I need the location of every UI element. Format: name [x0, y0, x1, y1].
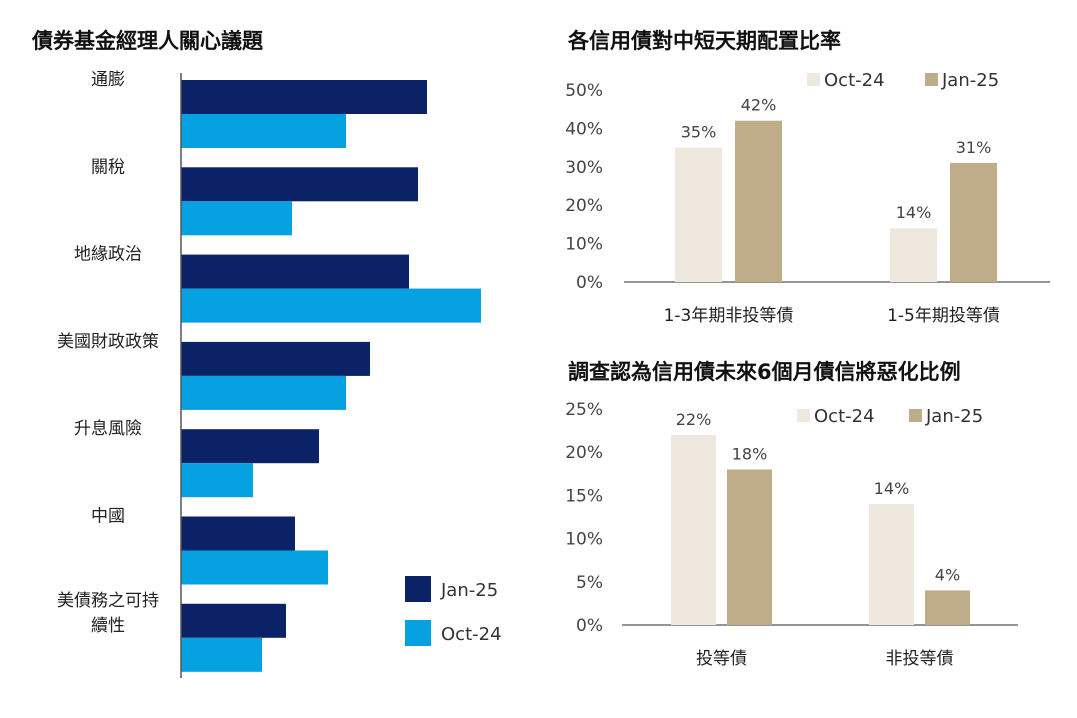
- category-label: 美債務之可持續性: [57, 591, 159, 636]
- category-label: 關稅: [91, 157, 125, 177]
- legend-label-jan25: Jan-25: [440, 580, 498, 601]
- y-tick-label: 15%: [565, 486, 603, 506]
- y-tick-label: 40%: [565, 119, 603, 139]
- category-label: 通膨: [91, 70, 125, 90]
- bottom-right-chart-legend: Oct-24 Jan-25: [797, 406, 983, 427]
- bar-jan25-cat1: [181, 80, 427, 114]
- legend-swatch-jan25: [909, 409, 922, 422]
- bar-jan25-cat4: [181, 341, 370, 376]
- data-label: 31%: [956, 138, 992, 157]
- data-label: 35%: [681, 123, 717, 142]
- bar-jan25-cat6: [181, 516, 295, 551]
- y-tick-label: 25%: [565, 400, 603, 420]
- data-label: 14%: [896, 203, 932, 222]
- bar-jan25-cat1: [735, 120, 782, 282]
- bar-oct24-cat1: [181, 114, 346, 148]
- y-tick-label: 20%: [565, 443, 603, 463]
- data-label: 4%: [935, 565, 960, 584]
- x-category-label: 1-3年期非投等債: [664, 306, 794, 326]
- bar-oct24-cat2: [890, 228, 937, 282]
- y-tick-label: 0%: [576, 273, 603, 293]
- y-tick-label: 10%: [565, 530, 603, 550]
- legend-swatch-jan25: [405, 576, 431, 602]
- bar-oct24-cat2: [181, 201, 292, 236]
- legend-label-jan25: Jan-25: [941, 70, 999, 91]
- bar-oct24-cat7: [181, 637, 262, 672]
- data-label: 42%: [741, 96, 777, 115]
- legend-label-jan25: Jan-25: [925, 406, 983, 427]
- y-tick-label: 20%: [565, 196, 603, 216]
- bar-oct24-cat1: [671, 434, 716, 625]
- y-tick-label: 5%: [576, 573, 603, 593]
- bar-jan25-cat2: [925, 590, 970, 625]
- data-label: 22%: [676, 410, 712, 429]
- x-category-label: 非投等債: [886, 649, 954, 669]
- y-tick-label: 30%: [565, 158, 603, 178]
- y-tick-label: 10%: [565, 235, 603, 255]
- legend-label-oct24: Oct-24: [814, 406, 875, 427]
- bar-oct24-cat4: [181, 375, 346, 410]
- bar-oct24-cat2: [869, 504, 914, 625]
- bar-oct24-cat1: [675, 147, 722, 282]
- category-label: 中國: [91, 507, 125, 527]
- y-tick-label: 50%: [565, 81, 603, 101]
- legend-swatch-oct24: [797, 409, 810, 422]
- bar-jan25-cat7: [181, 603, 286, 638]
- legend-label-oct24: Oct-24: [824, 70, 885, 91]
- bottom-right-chart-deterioration: 調查認為信用債未來6個月債信將惡化比例 Oct-24 Jan-25 0% 5% 10…: [565, 360, 1018, 669]
- bar-oct24-cat6: [181, 550, 328, 585]
- category-label: 美國財政政策: [57, 332, 159, 352]
- x-category-label: 1-5年期投等債: [887, 306, 1000, 326]
- top-right-chart-title: 各信用債對中短天期配置比率: [567, 29, 841, 53]
- legend-swatch-oct24: [405, 620, 431, 646]
- bar-jan25-cat2: [950, 162, 997, 282]
- top-right-chart-allocation: 各信用債對中短天期配置比率 Oct-24 Jan-25 0% 10% 20% 30% 4…: [565, 29, 1050, 326]
- bar-oct24-cat5: [181, 463, 253, 498]
- bar-jan25-cat3: [181, 254, 409, 289]
- bar-jan25-cat2: [181, 167, 418, 202]
- x-category-label: 投等債: [696, 649, 747, 669]
- bar-jan25-cat5: [181, 429, 319, 464]
- left-chart-concerns: 債券基金經理人關心議題 通膨關稅地緣政治美國財政政策升息風險中國美債務之可持續性…: [31, 29, 502, 678]
- left-chart-legend: Jan-25 Oct-24: [405, 576, 502, 646]
- data-label: 14%: [874, 479, 910, 498]
- bar-jan25-cat1: [727, 469, 772, 625]
- legend-swatch-jan25: [925, 73, 938, 86]
- bottom-right-chart-title: 調查認為信用債未來6個月債信將惡化比例: [568, 360, 961, 384]
- bar-oct24-cat3: [181, 288, 481, 323]
- y-tick-label: 0%: [576, 616, 603, 636]
- category-label: 地緣政治: [74, 245, 142, 265]
- legend-label-oct24: Oct-24: [441, 624, 502, 645]
- legend-swatch-oct24: [807, 73, 820, 86]
- left-chart-title: 債券基金經理人關心議題: [31, 29, 264, 53]
- data-label: 18%: [732, 444, 768, 463]
- category-label: 升息風險: [74, 419, 142, 439]
- top-right-chart-legend: Oct-24 Jan-25: [807, 70, 999, 91]
